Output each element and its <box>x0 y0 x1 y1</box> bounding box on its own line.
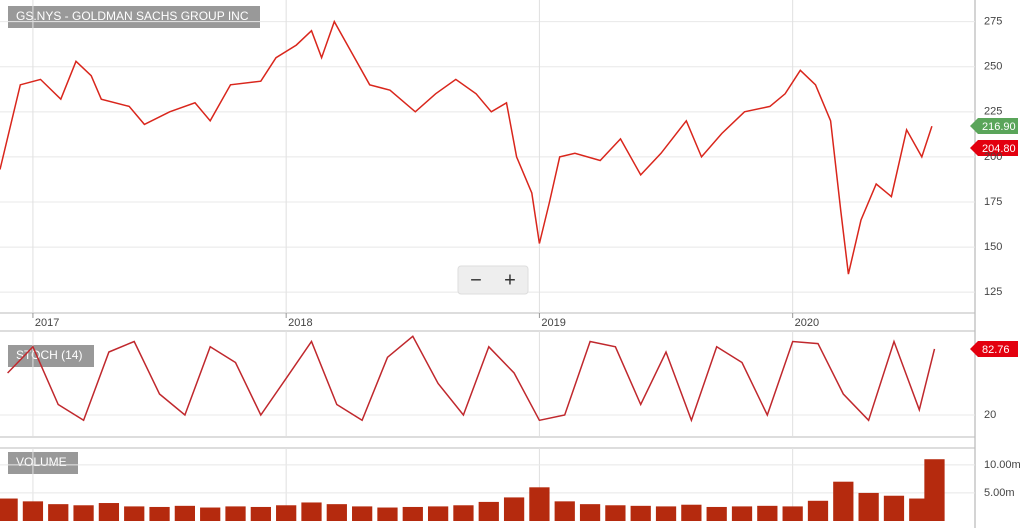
bar <box>782 506 803 521</box>
volume-box <box>8 452 78 474</box>
bar <box>681 504 702 521</box>
bar <box>858 492 879 521</box>
zoom-out[interactable]: − <box>470 269 482 291</box>
y-tick-label: 175 <box>984 196 1002 208</box>
bar <box>807 500 829 521</box>
bar <box>0 498 18 521</box>
bar <box>579 504 601 521</box>
bar <box>630 505 651 521</box>
y-tick-label: 275 <box>984 16 1002 28</box>
bar <box>478 501 499 521</box>
bar <box>427 506 449 521</box>
y-tick-label: 225 <box>984 106 1002 118</box>
y-tick-label: 250 <box>984 61 1002 73</box>
bar <box>352 506 373 521</box>
bar <box>200 507 221 521</box>
bar <box>73 505 94 521</box>
bar <box>377 507 398 521</box>
stoch-title: STOCH (14) <box>16 348 82 362</box>
bar <box>301 502 322 521</box>
bar <box>453 505 474 521</box>
chart-title: GS.NYS - GOLDMAN SACHS GROUP INC <box>16 9 249 23</box>
x-tick-label: 2020 <box>795 317 819 329</box>
bar <box>503 497 525 521</box>
x-tick-label: 2019 <box>541 317 565 329</box>
y-tick-label: 150 <box>984 241 1002 253</box>
y-tick-label: 10.00m <box>984 459 1021 471</box>
price-tag-label: 216.90 <box>982 121 1016 133</box>
bar <box>402 506 423 521</box>
bar <box>655 506 677 521</box>
title-box <box>8 6 260 28</box>
stoch-tag-label: 82.76 <box>982 344 1010 356</box>
bar <box>554 501 575 521</box>
bar <box>706 506 727 521</box>
bar <box>924 459 945 521</box>
line <box>0 19 933 275</box>
volume-title: VOLUME <box>16 455 67 469</box>
bar <box>98 503 120 521</box>
bar <box>48 504 69 521</box>
bar <box>174 505 195 521</box>
bar <box>757 505 778 521</box>
bar <box>883 495 905 521</box>
y-tick-label: 200 <box>984 151 1002 163</box>
y-tick-label: 125 <box>984 286 1002 298</box>
zoom-in[interactable]: + <box>504 269 516 291</box>
price-tag <box>970 118 1018 134</box>
bar <box>276 505 297 521</box>
bar <box>326 504 347 521</box>
x-tick-label: 2017 <box>35 317 59 329</box>
price-tag-label: 204.80 <box>982 143 1016 155</box>
zoom-control[interactable] <box>457 265 529 295</box>
x-tick-label: 2018 <box>288 317 312 329</box>
line <box>7 335 936 423</box>
bar <box>124 506 145 521</box>
bar <box>605 505 626 521</box>
bar <box>149 506 170 521</box>
price-tag <box>970 140 1018 156</box>
bar <box>731 506 753 521</box>
y-tick-label: 5.00m <box>984 487 1015 499</box>
stoch-tag <box>970 341 1018 357</box>
bar <box>250 506 271 521</box>
bar <box>529 487 550 521</box>
bar <box>22 501 44 521</box>
y-tick-label: 20 <box>984 409 996 421</box>
bar <box>225 506 246 521</box>
bar <box>833 481 854 521</box>
